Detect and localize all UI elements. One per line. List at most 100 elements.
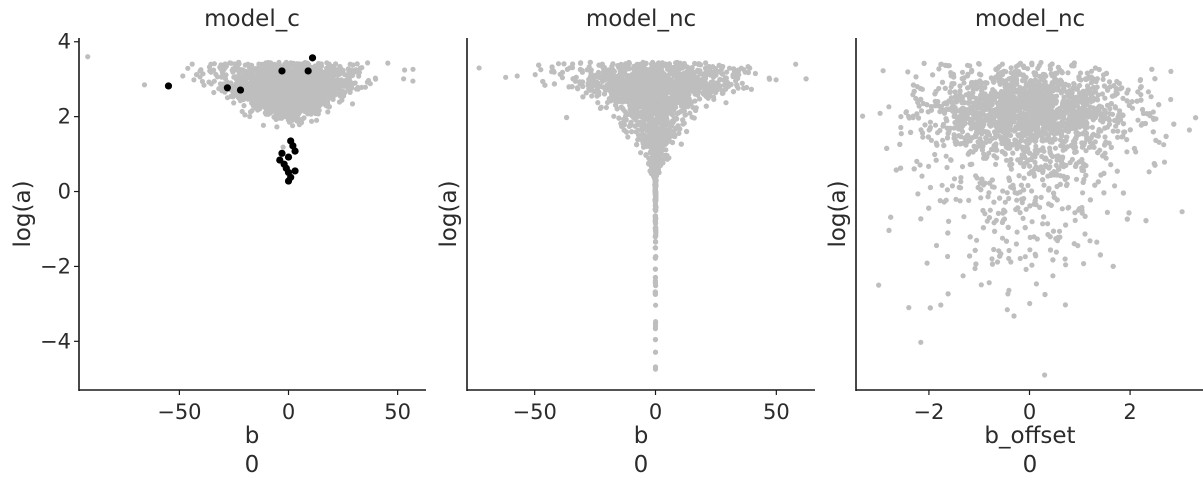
sample-point [233, 67, 239, 73]
sample-point [278, 106, 284, 112]
sample-point [275, 76, 281, 82]
sample-point [258, 90, 264, 96]
sample-point [669, 139, 676, 146]
sample-point [237, 93, 243, 99]
sample-point [250, 98, 256, 104]
sample-point [589, 93, 595, 99]
sample-point [267, 110, 273, 116]
sample-point [653, 302, 659, 308]
x-tick-label: −50 [157, 400, 201, 424]
sample-point [261, 95, 267, 102]
sample-point [643, 60, 649, 66]
sample-point [211, 89, 217, 96]
sample-point [318, 70, 324, 76]
sample-point [652, 337, 659, 343]
sample-point [296, 76, 302, 83]
sample-point [274, 124, 280, 130]
sample-point [354, 69, 360, 75]
divergence-point [223, 84, 232, 92]
sample-point [349, 72, 355, 78]
sample-point [336, 99, 343, 105]
sample-point [587, 59, 593, 65]
sample-point [306, 91, 312, 97]
sample-point [193, 72, 200, 78]
sample-point [327, 68, 333, 74]
sample-point [601, 91, 608, 97]
sample-point [674, 111, 680, 117]
sample-point [362, 84, 368, 90]
sample-point [191, 77, 197, 83]
sample-point [741, 85, 747, 91]
sample-point [328, 72, 334, 78]
sample-point [325, 109, 331, 115]
sample-point [324, 60, 330, 66]
sample-point [739, 80, 745, 86]
sample-point [611, 113, 617, 119]
sample-point [652, 245, 659, 251]
sample-point [564, 66, 571, 72]
sample-point [248, 74, 254, 80]
sample-point [342, 82, 348, 88]
sample-point [730, 89, 737, 95]
x-tick-label: 50 [384, 400, 411, 424]
sample-point [315, 80, 321, 86]
sample-point [314, 75, 320, 81]
sample-point [684, 128, 690, 135]
sample-point [773, 77, 779, 83]
divergence-point [308, 54, 317, 62]
sample-point [249, 108, 255, 114]
sample-point [201, 82, 207, 88]
sample-point [241, 103, 247, 109]
sample-point [309, 118, 315, 124]
sample-point [316, 91, 322, 97]
sample-point [326, 87, 332, 93]
sample-point [603, 104, 610, 111]
sample-point [267, 95, 273, 101]
sample-point [652, 321, 659, 327]
sample-point [283, 59, 289, 65]
sample-point [255, 107, 261, 113]
sample-point [608, 98, 614, 104]
sample-point [345, 86, 351, 92]
y-tick-label: −4 [40, 329, 71, 353]
sample-point [294, 82, 300, 88]
sample-point [198, 67, 204, 73]
sample-point [385, 60, 391, 66]
sample-point [347, 61, 353, 67]
divergence-point [291, 147, 299, 155]
sample-point [286, 117, 292, 123]
sample-point [359, 65, 365, 71]
sample-point [549, 68, 556, 74]
sample-point [634, 142, 640, 148]
sample-point [300, 89, 306, 95]
x-tick-label: 0 [282, 400, 295, 424]
sample-point [295, 116, 301, 122]
panel-1-xlabel-sub: 0 [245, 452, 260, 478]
sample-point [637, 61, 643, 67]
sample-point [189, 61, 195, 67]
sample-point [185, 65, 191, 71]
sample-point [341, 90, 347, 96]
sample-point [261, 75, 267, 82]
sample-point [347, 78, 353, 84]
sample-point [276, 59, 282, 65]
sample-point [295, 88, 301, 94]
sample-point [306, 73, 312, 80]
sample-point [269, 84, 275, 90]
sample-point [324, 100, 330, 106]
sample-point [653, 239, 659, 245]
divergence-point [278, 149, 286, 157]
sample-point [536, 62, 542, 68]
sample-point [306, 82, 312, 88]
sample-point [722, 82, 728, 88]
y-tick-label: 4 [58, 30, 71, 54]
sample-point [287, 97, 293, 103]
panel-1-xlabel: b [245, 423, 260, 449]
sample-point [649, 121, 655, 127]
sample-point [279, 111, 286, 117]
sample-point [336, 87, 342, 93]
sample-point [352, 80, 358, 86]
sample-point [702, 75, 709, 81]
sample-point [532, 72, 538, 78]
